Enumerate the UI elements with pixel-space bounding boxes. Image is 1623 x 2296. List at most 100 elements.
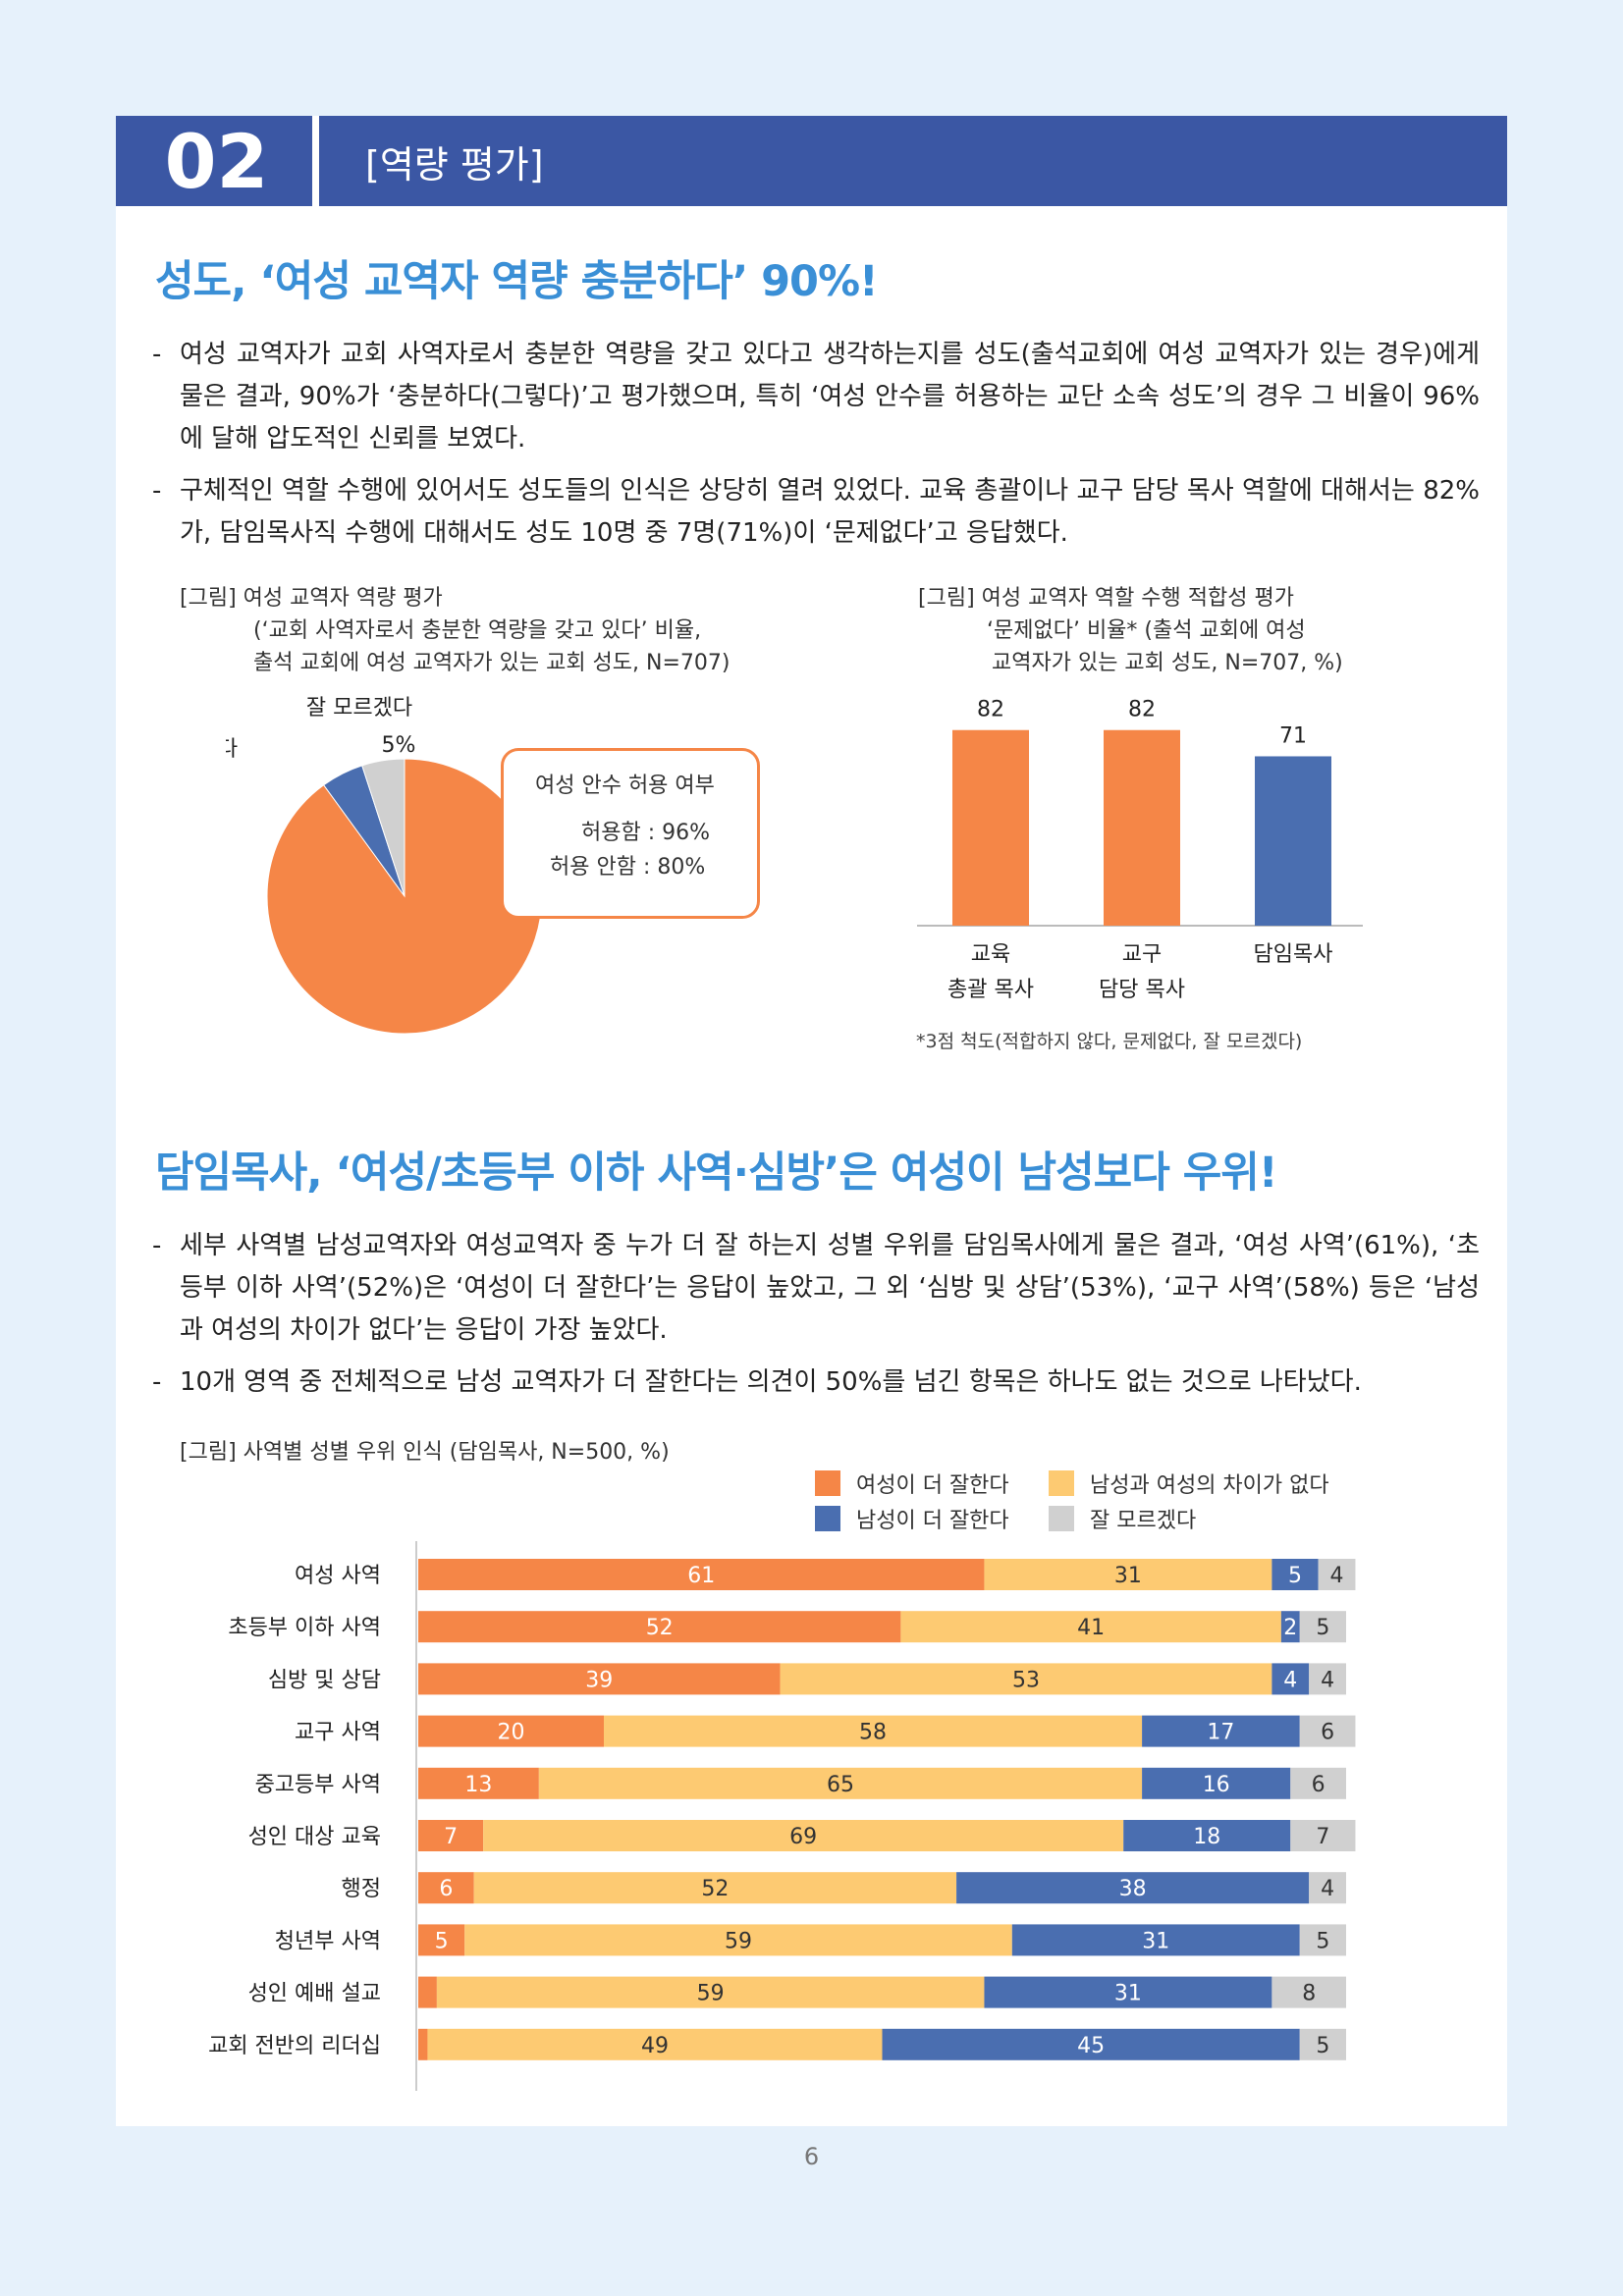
stack-label-8-3: 8 — [1302, 1982, 1316, 2006]
stack-seg-5-1 — [483, 1820, 1124, 1851]
legend-label-nodiff: 남성과 여성의 차이가 없다 — [1090, 1473, 1329, 1498]
stack-seg-9-0 — [418, 2028, 428, 2060]
bar-0 — [952, 729, 1029, 926]
stack-seg-3-2 — [1142, 1715, 1300, 1747]
stack-label-1-0: 52 — [646, 1616, 674, 1640]
stack-category-2: 심방 및 상담 — [268, 1668, 381, 1692]
stack-label-4-3: 6 — [1312, 1773, 1325, 1797]
stack-label-4-2: 16 — [1203, 1773, 1230, 1797]
section-number: 02 — [164, 117, 269, 205]
stack-label-6-1: 52 — [701, 1877, 729, 1901]
stack-category-7: 청년부 사역 — [275, 1929, 381, 1953]
stack-label-2-3: 4 — [1321, 1668, 1334, 1692]
stack-label-5-1: 69 — [789, 1825, 817, 1849]
stack-label-1-2: 2 — [1283, 1616, 1297, 1640]
stack-label-1-3: 5 — [1316, 1616, 1329, 1640]
stack-seg-0-3 — [1318, 1559, 1356, 1590]
stack-seg-6-1 — [473, 1872, 957, 1904]
stack-seg-6-3 — [1309, 1872, 1346, 1904]
stack-category-0: 여성 사역 — [295, 1564, 381, 1588]
stack-seg-2-2 — [1271, 1663, 1310, 1695]
stack-category-6: 행정 — [342, 1877, 381, 1901]
bar-value-1: 82 — [1128, 698, 1156, 722]
stack-category-5: 성인 대상 교육 — [248, 1825, 381, 1849]
stack-seg-9-1 — [427, 2028, 883, 2060]
bar-category-0-1: 총괄 목사 — [947, 978, 1034, 1002]
stack-seg-0-0 — [418, 1559, 985, 1590]
section2-bullet-1: 세부 사역별 남성교역자와 여성교역자 중 누가 더 잘 하는지 성별 우위를 … — [152, 1225, 1480, 1352]
stack-label-9-1: 49 — [641, 2034, 669, 2058]
section-header-bar — [116, 116, 1507, 206]
section2-bullet-2: 10개 영역 중 전체적으로 남성 교역자가 더 잘한다는 의견이 50%를 넘… — [152, 1362, 1480, 1404]
stack-label-5-3: 7 — [1316, 1825, 1329, 1849]
stack-seg-4-0 — [418, 1767, 539, 1799]
stack-label-0-3: 4 — [1330, 1564, 1344, 1588]
stack-label-8-2: 31 — [1114, 1982, 1142, 2006]
stack-label-7-0: 5 — [435, 1929, 449, 1953]
stack-seg-3-1 — [604, 1715, 1143, 1747]
stack-label-2-0: 39 — [585, 1668, 613, 1692]
stack-seg-1-0 — [418, 1611, 901, 1643]
bar-value-2: 71 — [1279, 723, 1307, 748]
section2-heading: 담임목사, ‘여성/초등부 이하 사역·심방’은 여성이 남성보다 우위! — [155, 1148, 1277, 1198]
stack-label-4-0: 13 — [464, 1773, 492, 1797]
stack-seg-3-3 — [1299, 1715, 1356, 1747]
bar-2 — [1255, 756, 1331, 926]
ordination-box — [501, 748, 760, 919]
stack-seg-6-2 — [956, 1872, 1310, 1904]
bar-category-0-0: 교육 — [971, 942, 1010, 967]
stack-label-7-3: 5 — [1316, 1929, 1329, 1953]
bar-category-1-1: 담당 목사 — [1099, 978, 1185, 1002]
stack-seg-7-1 — [464, 1924, 1012, 1956]
stack-seg-7-3 — [1299, 1924, 1346, 1956]
stack-seg-5-2 — [1123, 1820, 1291, 1851]
bar-category-2-0: 담임목사 — [1254, 942, 1333, 967]
pie-label-2-name: 잘 모르겠다 — [306, 696, 412, 721]
pie-slice-2 — [361, 758, 406, 897]
stack-label-3-1: 58 — [859, 1721, 887, 1745]
stack-seg-1-3 — [1299, 1611, 1346, 1643]
stack-seg-8-0 — [418, 1976, 437, 2008]
page-number: 6 — [803, 2143, 820, 2170]
pie-label-1-name: 그렇지 않다 — [226, 737, 238, 762]
fig2-caption-line3: 교역자가 있는 교회 성도, N=707, %) — [992, 651, 1343, 675]
legend-item-dontknow: 잘 모르겠다 — [1049, 1503, 1196, 1534]
header-divider — [312, 116, 319, 206]
stack-seg-7-2 — [1011, 1924, 1300, 1956]
section1-heading: 성도, ‘여성 교역자 역량 충분하다’ 90%! — [155, 257, 879, 306]
stack-label-0-0: 61 — [687, 1564, 715, 1588]
stack-label-3-2: 17 — [1207, 1721, 1234, 1745]
stack-seg-8-3 — [1271, 1976, 1346, 2008]
stack-seg-0-1 — [984, 1559, 1272, 1590]
stack-label-9-2: 45 — [1077, 2034, 1105, 2058]
ordination-box-line2: 허용 안함 : 80% — [550, 855, 706, 880]
section2-bullets: 세부 사역별 남성교역자와 여성교역자 중 누가 더 잘 하는지 성별 우위를 … — [152, 1225, 1480, 1414]
fig1-caption-line3: 출석 교회에 여성 교역자가 있는 교회 성도, N=707) — [253, 651, 730, 675]
stack-label-0-1: 31 — [1114, 1564, 1142, 1588]
fig1-caption-line1: [그림] 여성 교역자 역량 평가 — [180, 586, 443, 611]
stack-label-3-0: 20 — [498, 1721, 525, 1745]
stack-seg-2-1 — [780, 1663, 1272, 1695]
stack-label-6-3: 4 — [1321, 1877, 1334, 1901]
stack-label-6-2: 38 — [1119, 1877, 1147, 1901]
fig2-footnote: *3점 척도(적합하지 않다, 문제없다, 잘 모르겠다) — [916, 1031, 1303, 1052]
bar-1 — [1104, 729, 1180, 926]
legend-swatch-gray — [1049, 1506, 1074, 1531]
fig1-caption-line2: (‘교회 사역자로서 충분한 역량을 갖고 있다’ 비율, — [253, 618, 702, 643]
stack-label-2-1: 53 — [1012, 1668, 1040, 1692]
stack-category-1: 초등부 이하 사역 — [228, 1616, 381, 1640]
stack-seg-6-0 — [418, 1872, 474, 1904]
stack-seg-8-2 — [984, 1976, 1272, 2008]
fig2-caption-line2: ‘문제없다’ 비율* (출석 교회에 여성 — [987, 618, 1306, 643]
stack-seg-9-2 — [882, 2028, 1300, 2060]
stack-seg-4-1 — [538, 1767, 1143, 1799]
stack-label-6-0: 6 — [439, 1877, 453, 1901]
legend-label-female: 여성이 더 잘한다 — [856, 1473, 1009, 1498]
stack-category-8: 성인 예배 설교 — [248, 1982, 381, 2006]
legend-swatch-orange — [815, 1470, 840, 1496]
stack-seg-5-3 — [1290, 1820, 1356, 1851]
stack-seg-8-1 — [436, 1976, 985, 2008]
legend-swatch-yellow — [1049, 1470, 1074, 1496]
